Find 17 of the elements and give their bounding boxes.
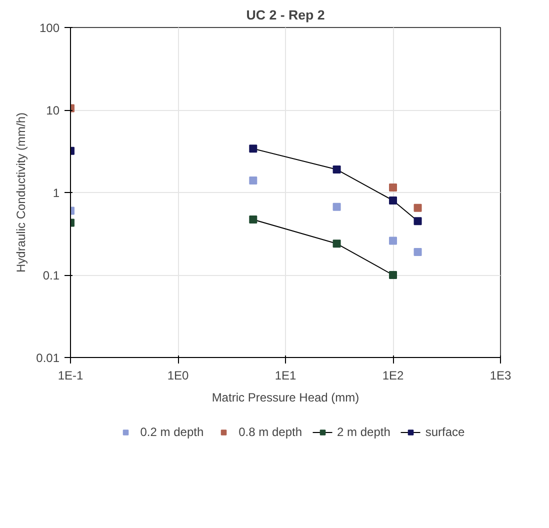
x-axis-title: Matric Pressure Head (mm) xyxy=(212,390,360,404)
x-tick-label: 1E3 xyxy=(490,368,512,382)
x-tick-label: 1E2 xyxy=(382,368,404,382)
y-tick-label: 0.01 xyxy=(36,351,60,365)
y-tick-label: 10 xyxy=(46,104,60,118)
x-tick-label: 1E-1 xyxy=(58,368,84,382)
x-tick-label: 1E0 xyxy=(167,368,189,382)
y-tick-label: 100 xyxy=(39,21,60,35)
y-tick-label: 1 xyxy=(52,186,60,200)
legend-label: surface xyxy=(425,425,465,439)
legend-label: 0.2 m depth xyxy=(140,425,204,439)
legend-label: 0.8 m depth xyxy=(238,425,302,439)
y-tick-label: 0.1 xyxy=(42,268,60,282)
legend-label: 2 m depth xyxy=(337,425,390,439)
chart-title: UC 2 - Rep 2 xyxy=(246,8,325,22)
x-tick-label: 1E1 xyxy=(274,368,296,382)
y-axis-title: Hydraulic Conductivity (mm/h) xyxy=(14,112,28,273)
